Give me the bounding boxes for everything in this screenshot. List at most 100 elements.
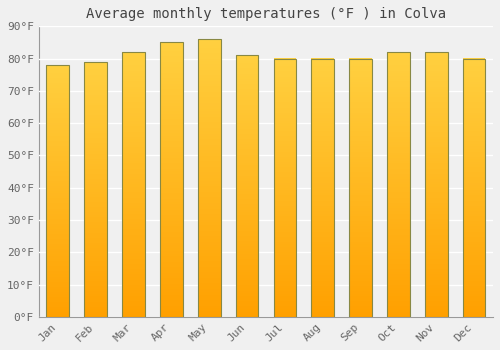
Bar — [349, 123, 372, 126]
Bar — [198, 289, 220, 292]
Bar — [349, 255, 372, 257]
Bar — [463, 107, 485, 110]
Bar — [274, 87, 296, 90]
Bar — [236, 285, 258, 288]
Bar — [122, 256, 145, 259]
Bar — [463, 162, 485, 164]
Bar — [312, 208, 334, 211]
Bar — [46, 65, 69, 317]
Bar — [46, 125, 69, 128]
Bar — [387, 182, 410, 184]
Bar — [46, 80, 69, 83]
Bar — [46, 161, 69, 163]
Bar — [274, 242, 296, 245]
Bar — [425, 179, 448, 182]
Bar — [198, 264, 220, 267]
Bar — [84, 179, 107, 182]
Bar — [349, 102, 372, 105]
Bar — [160, 149, 182, 152]
Bar — [274, 193, 296, 195]
Bar — [236, 283, 258, 286]
Bar — [198, 205, 220, 209]
Bar — [349, 185, 372, 188]
Bar — [274, 280, 296, 283]
Bar — [274, 128, 296, 131]
Bar — [236, 233, 258, 236]
Bar — [122, 306, 145, 309]
Bar — [160, 108, 182, 111]
Bar — [122, 168, 145, 171]
Bar — [387, 243, 410, 245]
Bar — [387, 197, 410, 200]
Bar — [312, 89, 334, 92]
Bar — [312, 288, 334, 291]
Bar — [198, 175, 220, 178]
Bar — [425, 264, 448, 266]
Bar — [387, 52, 410, 55]
Bar — [387, 288, 410, 290]
Bar — [274, 66, 296, 69]
Bar — [122, 142, 145, 145]
Bar — [463, 76, 485, 79]
Bar — [198, 150, 220, 153]
Bar — [425, 126, 448, 129]
Bar — [312, 203, 334, 206]
Bar — [46, 181, 69, 183]
Bar — [349, 107, 372, 110]
Bar — [46, 248, 69, 251]
Bar — [84, 92, 107, 95]
Bar — [425, 182, 448, 184]
Bar — [349, 193, 372, 195]
Bar — [122, 60, 145, 63]
Bar — [46, 138, 69, 141]
Bar — [46, 246, 69, 249]
Bar — [46, 203, 69, 206]
Bar — [349, 301, 372, 304]
Bar — [46, 173, 69, 176]
Bar — [84, 120, 107, 123]
Bar — [198, 56, 220, 58]
Bar — [387, 60, 410, 63]
Bar — [84, 289, 107, 291]
Bar — [463, 102, 485, 105]
Bar — [122, 118, 145, 121]
Bar — [425, 147, 448, 150]
Bar — [349, 226, 372, 229]
Bar — [198, 303, 220, 306]
Bar — [312, 159, 334, 162]
Bar — [122, 89, 145, 92]
Bar — [463, 250, 485, 252]
Bar — [463, 278, 485, 281]
Bar — [122, 129, 145, 132]
Bar — [236, 139, 258, 142]
Bar — [198, 44, 220, 48]
Bar — [160, 275, 182, 278]
Bar — [463, 234, 485, 237]
Bar — [160, 182, 182, 185]
Bar — [387, 92, 410, 94]
Bar — [236, 202, 258, 204]
Bar — [463, 247, 485, 250]
Bar — [198, 225, 220, 228]
Bar — [122, 184, 145, 187]
Bar — [160, 284, 182, 287]
Bar — [463, 226, 485, 229]
Bar — [349, 110, 372, 113]
Bar — [387, 221, 410, 224]
Bar — [236, 100, 258, 103]
Bar — [312, 167, 334, 170]
Bar — [463, 136, 485, 139]
Bar — [198, 47, 220, 50]
Bar — [46, 183, 69, 186]
Bar — [122, 68, 145, 71]
Bar — [349, 105, 372, 108]
Bar — [425, 110, 448, 113]
Bar — [387, 272, 410, 274]
Bar — [198, 108, 220, 111]
Bar — [198, 39, 220, 317]
Bar — [84, 113, 107, 116]
Bar — [312, 177, 334, 180]
Bar — [198, 161, 220, 164]
Bar — [236, 175, 258, 178]
Bar — [274, 262, 296, 265]
